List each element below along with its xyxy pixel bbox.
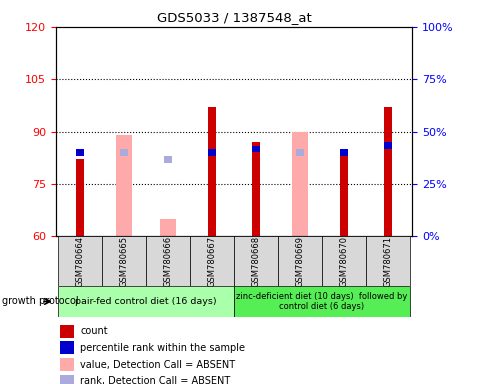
Title: GDS5033 / 1387548_at: GDS5033 / 1387548_at xyxy=(156,11,311,24)
Bar xyxy=(383,107,391,236)
Bar xyxy=(291,131,308,236)
Text: count: count xyxy=(80,326,107,336)
Bar xyxy=(58,236,102,286)
Bar xyxy=(252,142,259,236)
Bar xyxy=(60,358,74,371)
Text: GSM780670: GSM780670 xyxy=(339,236,348,286)
Bar xyxy=(207,149,216,156)
Bar xyxy=(278,236,321,286)
Bar xyxy=(120,149,128,156)
Text: GSM780671: GSM780671 xyxy=(383,236,392,286)
Bar xyxy=(339,152,348,236)
Text: GSM780666: GSM780666 xyxy=(163,235,172,287)
Bar xyxy=(102,236,146,286)
Bar xyxy=(234,286,409,317)
Text: growth protocol: growth protocol xyxy=(2,296,79,306)
Text: GSM780668: GSM780668 xyxy=(251,235,260,287)
Bar xyxy=(159,219,176,236)
Bar xyxy=(76,149,84,156)
Text: GSM780667: GSM780667 xyxy=(207,235,216,287)
Bar xyxy=(251,146,260,152)
Bar xyxy=(339,149,348,156)
Bar xyxy=(146,236,189,286)
Text: rank, Detection Call = ABSENT: rank, Detection Call = ABSENT xyxy=(80,376,230,384)
Bar xyxy=(321,236,365,286)
Bar xyxy=(60,324,74,338)
Bar xyxy=(60,341,74,354)
Bar xyxy=(365,236,409,286)
Bar xyxy=(295,149,304,156)
Bar xyxy=(208,107,215,236)
Text: GSM780665: GSM780665 xyxy=(119,236,128,286)
Text: value, Detection Call = ABSENT: value, Detection Call = ABSENT xyxy=(80,360,235,370)
Text: zinc-deficient diet (10 days)  followed by
control diet (6 days): zinc-deficient diet (10 days) followed b… xyxy=(236,292,407,311)
Text: pair-fed control diet (16 days): pair-fed control diet (16 days) xyxy=(75,297,216,306)
Text: GSM780669: GSM780669 xyxy=(295,236,304,286)
Bar xyxy=(76,159,84,236)
Text: GSM780664: GSM780664 xyxy=(76,236,84,286)
Bar xyxy=(58,286,233,317)
Bar xyxy=(383,142,392,149)
Bar xyxy=(163,156,172,162)
Bar xyxy=(60,375,74,384)
Bar xyxy=(115,135,132,236)
Bar xyxy=(190,236,233,286)
Text: percentile rank within the sample: percentile rank within the sample xyxy=(80,343,244,353)
Bar xyxy=(234,236,277,286)
